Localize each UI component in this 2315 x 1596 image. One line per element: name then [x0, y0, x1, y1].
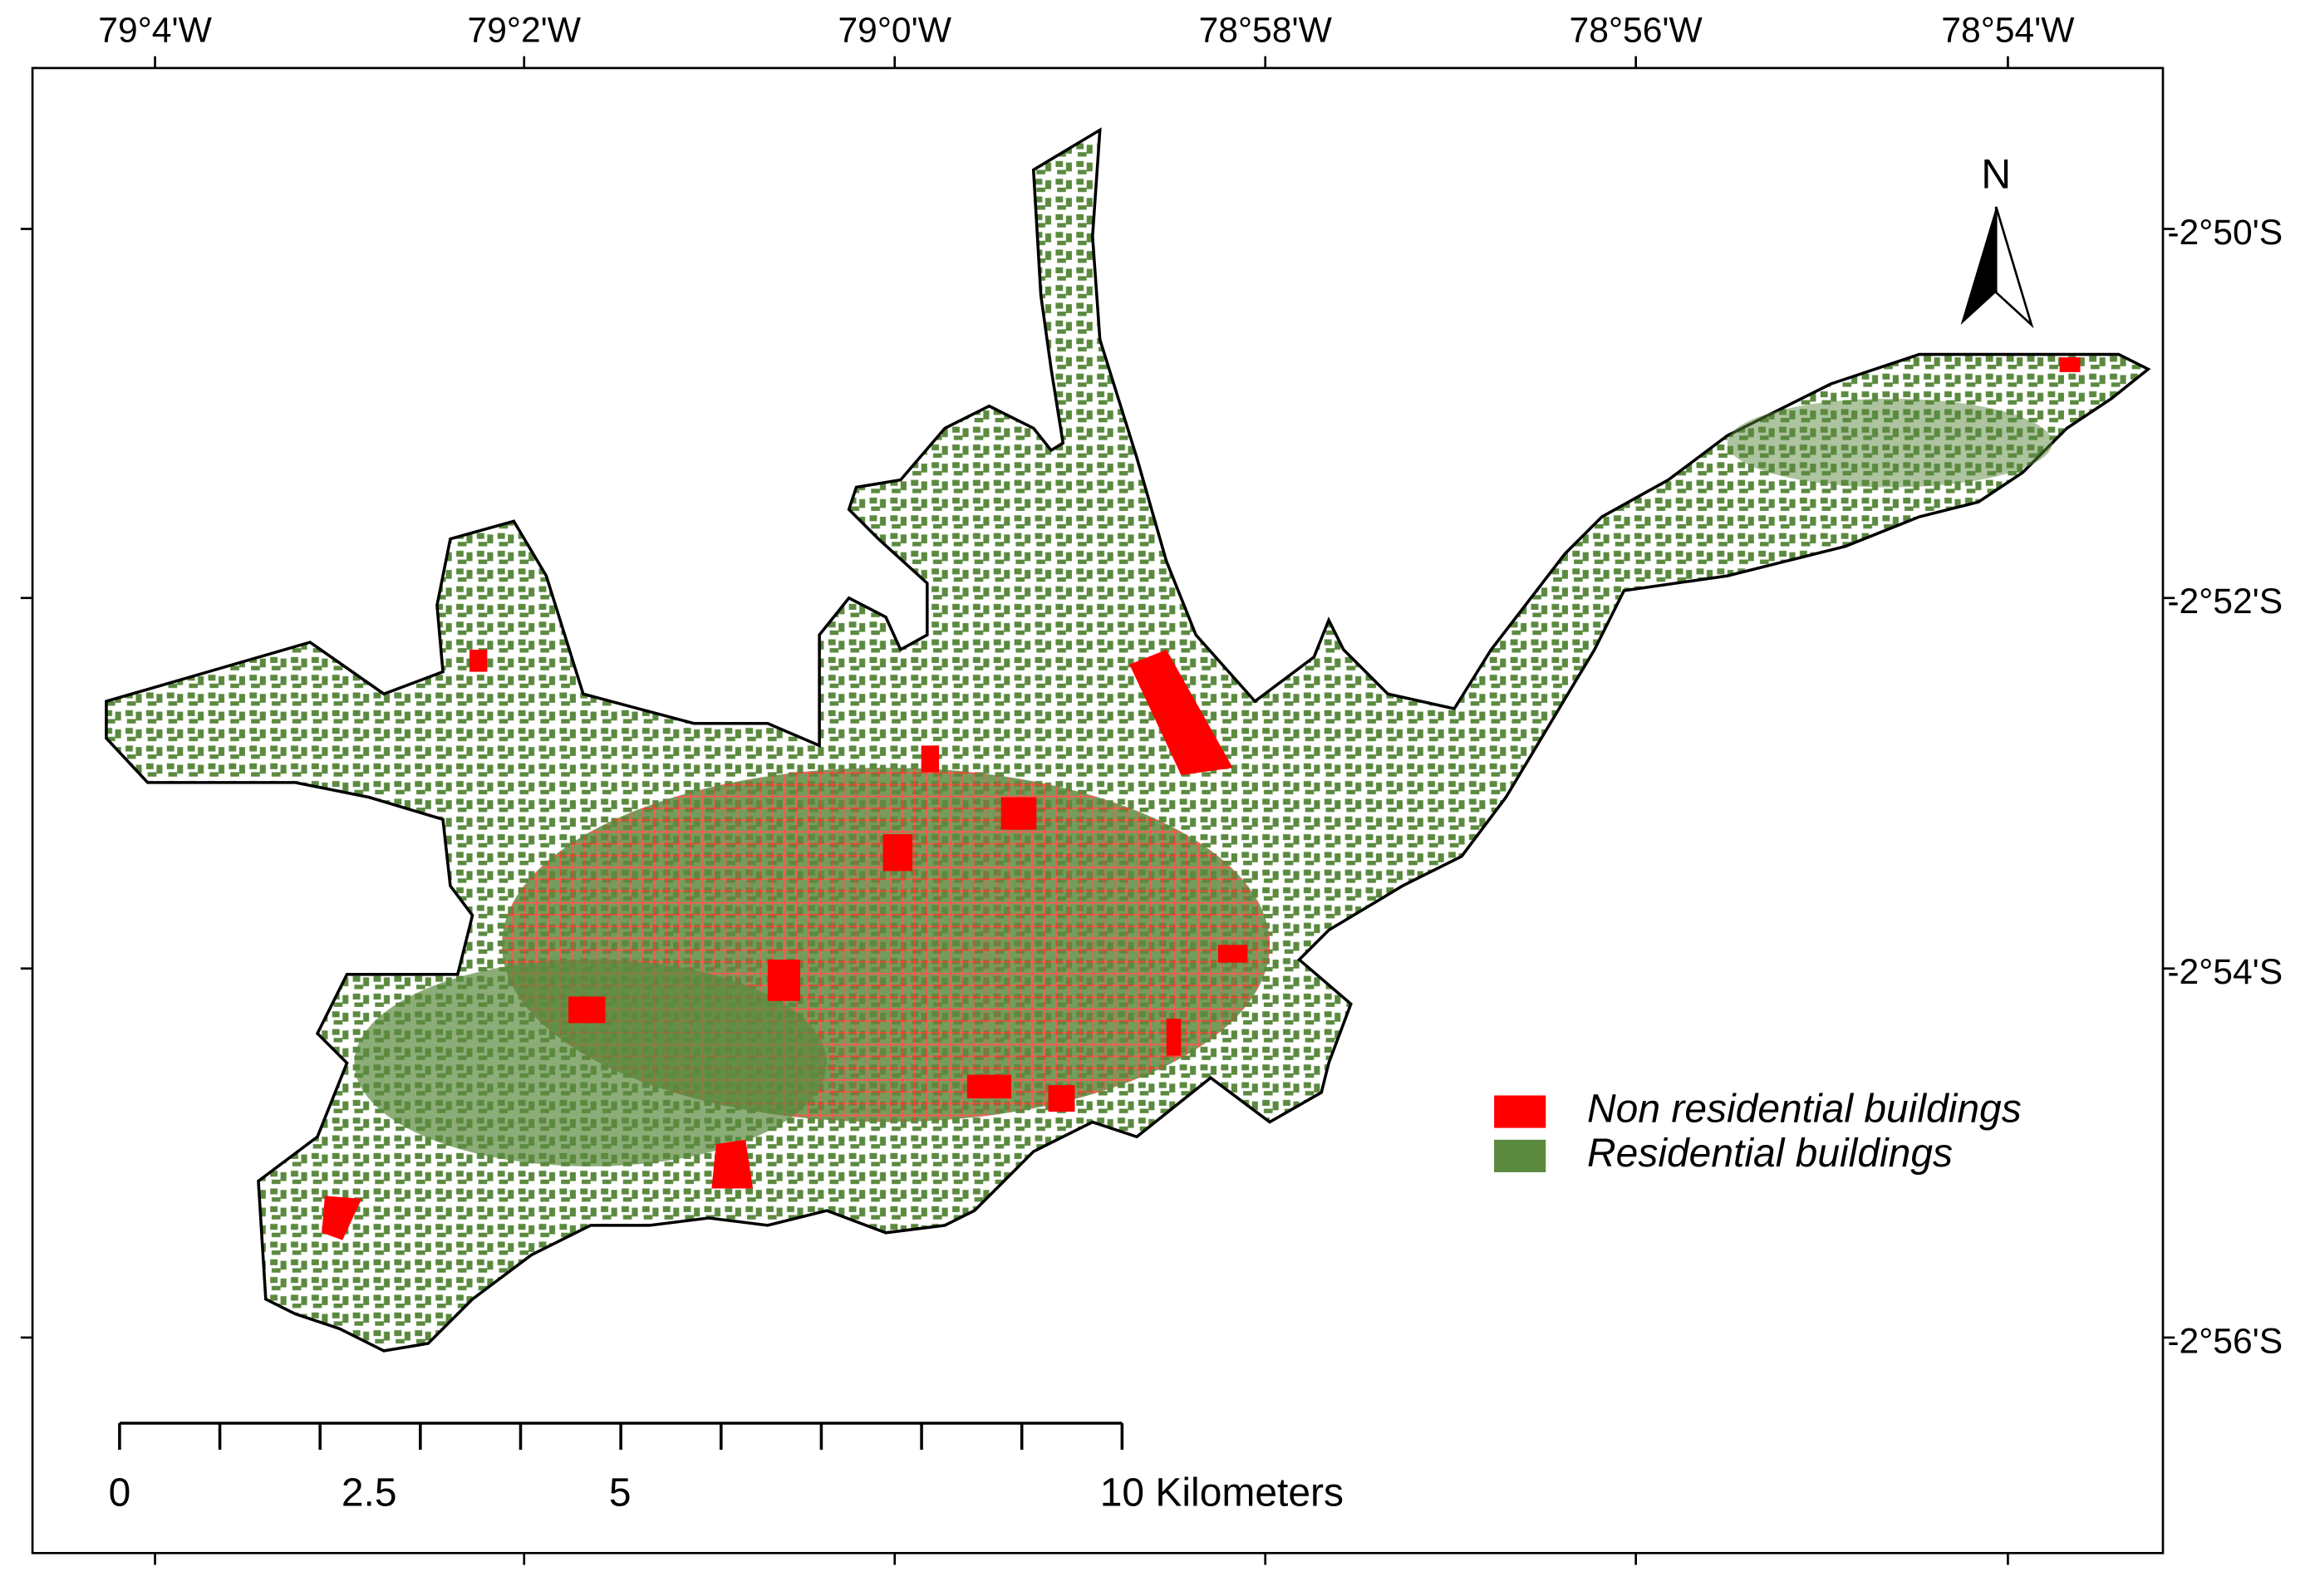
north-arrow-left: [1960, 206, 1997, 326]
building-patch: [469, 649, 488, 672]
building-patch: [1217, 945, 1248, 963]
north-arrow-right: [1994, 206, 2034, 329]
building-patch: [711, 1139, 754, 1189]
legend-label: Residential buildings: [1587, 1132, 1953, 1176]
latitude-label: -2°54'S: [2167, 952, 2283, 992]
building-patch: [1000, 797, 1037, 830]
north-label: N: [1981, 151, 2011, 198]
building-patch: [1166, 1019, 1182, 1056]
latitude-label: -2°52'S: [2167, 582, 2283, 621]
urban-area: [1727, 398, 2052, 488]
map-frame: [31, 66, 2165, 1554]
scale-label: 10 Kilometers: [1100, 1471, 1344, 1515]
scale-label: 2.5: [342, 1471, 397, 1515]
building-patch: [882, 834, 913, 872]
legend-swatch: [1494, 1095, 1546, 1128]
urban-area: [354, 960, 827, 1166]
longitude-label: 79°4'W: [98, 11, 212, 51]
building-patch: [767, 960, 801, 1001]
building-patch: [322, 1196, 362, 1240]
building-patch: [2059, 357, 2081, 372]
north-arrow: N: [1960, 151, 2034, 329]
longitude-label: 78°54'W: [1941, 11, 2075, 51]
longitude-label: 78°58'W: [1199, 11, 1333, 51]
latitude-label: -2°50'S: [2167, 213, 2283, 253]
longitude-label: 79°0'W: [838, 11, 951, 51]
graticule-ticks: 79°4'W 79°2'W 79°0'W 78°58'W 78°56'W 78°54'W -…: [20, 11, 2283, 1565]
building-patch: [1129, 649, 1233, 775]
scale-bar: 0 2.5 5 10 Kilometers: [109, 1422, 1344, 1515]
scale-label: 5: [609, 1471, 632, 1515]
scale-label: 0: [109, 1471, 131, 1515]
non-residential-patches: [322, 357, 2081, 1240]
longitude-label: 78°56'W: [1570, 11, 1703, 51]
longitude-label: 79°2'W: [467, 11, 581, 51]
building-patch: [966, 1074, 1012, 1099]
legend-swatch: [1494, 1139, 1546, 1172]
latitude-label: -2°56'S: [2167, 1321, 2283, 1361]
building-patch: [921, 745, 940, 773]
building-patch: [568, 996, 606, 1024]
legend-label: Non residential buildings: [1587, 1088, 2022, 1132]
building-patch: [1048, 1085, 1075, 1112]
